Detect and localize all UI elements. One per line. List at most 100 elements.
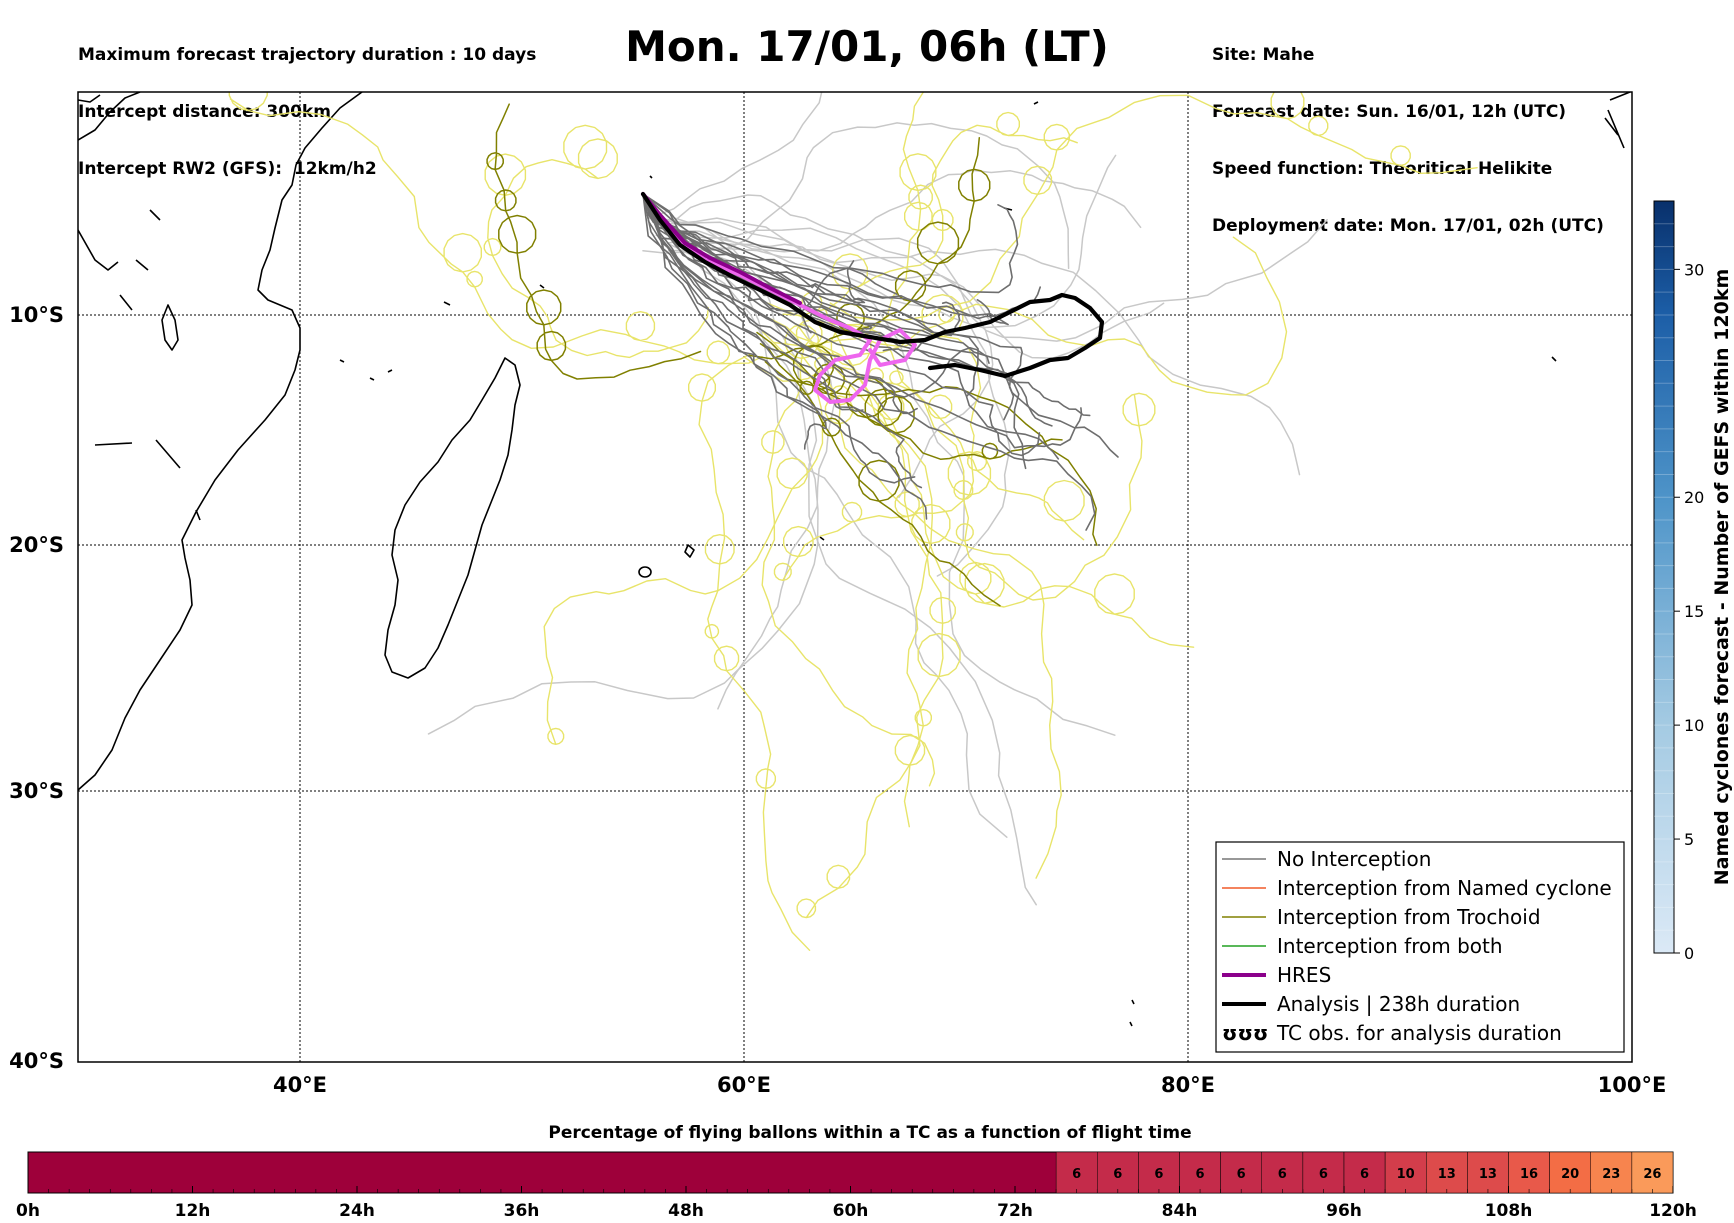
time-bar-label: 72h (997, 1201, 1033, 1221)
colorbar-tick-label: 15 (1684, 602, 1704, 621)
trajectories (228, 92, 1478, 951)
horn-of-africa-coast (78, 94, 119, 271)
comoros-islands (339, 359, 393, 381)
legend-label: Interception from both (1277, 934, 1503, 958)
time-bar-box (1220, 1151, 1262, 1194)
bottom-time-bar: Percentage of flying ballons within a TC… (16, 1123, 1697, 1221)
colorbar-right-label: Named cyclones forecast - Number of GEFS… (1711, 269, 1733, 886)
trajectory-yellow (782, 111, 1078, 317)
coastlines (78, 92, 1631, 1027)
time-bar-value: 26 (1643, 1167, 1661, 1182)
time-bar-box (1631, 1151, 1674, 1194)
colorbar-right-gradient (1653, 200, 1675, 954)
trajectory-yellow (688, 353, 811, 951)
time-bar-value: 10 (1397, 1167, 1415, 1182)
lon-labels: 40°E 60°E 80°E 100°E (273, 1073, 1666, 1097)
time-bar-label: 12h (175, 1201, 211, 1221)
time-bar-label: 96h (1326, 1201, 1362, 1221)
time-bar-label: 36h (504, 1201, 540, 1221)
time-bar-value: 13 (1438, 1167, 1456, 1182)
time-bar-value: 13 (1479, 1167, 1497, 1182)
trajectory-yellow (829, 92, 1478, 321)
trajectory-light (655, 234, 1008, 838)
time-bar-label: 108h (1485, 1201, 1533, 1221)
time-bar-label: 84h (1162, 1201, 1198, 1221)
header-right-line: Site: Mahe (1212, 45, 1315, 65)
colorbar-tick-label: 30 (1684, 260, 1704, 279)
trajectory-olive (748, 136, 991, 360)
trajectory-dark (642, 193, 866, 304)
trajectory-light (642, 250, 836, 710)
legend-label: Analysis | 238h duration (1277, 992, 1520, 1016)
time-bar-value: 6 (1072, 1167, 1081, 1182)
time-bar-value: 6 (1319, 1167, 1328, 1182)
header-left-line: Intercept RW2 (GFS): 12km/h2 (78, 159, 377, 179)
trajectory-dark (642, 193, 1019, 294)
trajectory-yellow (770, 318, 951, 828)
trajectory-dark (642, 193, 990, 398)
lon-label: 40°E (273, 1073, 327, 1097)
time-bar-box (1384, 1151, 1427, 1194)
trajectory-dark (642, 193, 1009, 326)
map-gridlines (78, 92, 1632, 1062)
colorbar-right: 0 5 10 15 20 30 Named cyclones forecast - Num… (1653, 200, 1733, 963)
trajectory-light (647, 92, 823, 220)
trajectory-yellow (796, 307, 961, 919)
colorbar-tick-label: 0 (1684, 944, 1694, 963)
lat-label: 20°S (9, 533, 64, 557)
trajectory-light (656, 194, 994, 499)
time-bar-box (1343, 1151, 1386, 1194)
time-bar-label: 60h (833, 1201, 869, 1221)
legend-label: TC obs. for analysis duration (1276, 1021, 1562, 1045)
colorbar-tick-label: 10 (1684, 716, 1704, 735)
small-islands (94, 92, 1631, 1027)
lake-outline (161, 304, 179, 351)
time-bar-label: 24h (339, 1201, 375, 1221)
header-info-right: Site: Mahe Forecast date: Sun. 16/01, 12… (1212, 8, 1604, 255)
lat-label: 10°S (9, 303, 64, 327)
lat-label: 40°S (9, 1049, 64, 1073)
time-bar-box (1549, 1151, 1591, 1194)
trajectory-dark (642, 193, 1096, 531)
time-bar-value: 6 (1113, 1167, 1122, 1182)
trajectory-yellow (543, 331, 824, 745)
legend-label: Interception from Trochoid (1277, 905, 1541, 929)
trajectory-dark (642, 193, 1023, 421)
madagascar-coast (384, 357, 521, 679)
trajectory-hres-pink (641, 192, 917, 404)
colorbar-tick-label: 5 (1684, 830, 1694, 849)
trajectory-light (667, 122, 1070, 270)
time-bar-value: 6 (1360, 1167, 1369, 1182)
legend: No Interception Interception from Named c… (1215, 841, 1625, 1053)
lake-outline (195, 509, 201, 521)
trajectory-yellow (808, 236, 1288, 396)
trajectory-yellow (800, 353, 1062, 879)
time-bar-box (1055, 1151, 1098, 1194)
trajectory-yellow (798, 326, 1195, 648)
trajectory-olive (756, 331, 1098, 546)
lon-label: 60°E (717, 1073, 771, 1097)
legend-label: HRES (1277, 963, 1331, 987)
header-right-line: Forecast date: Sun. 16/01, 12h (UTC) (1212, 102, 1567, 122)
bottom-bar-title: Percentage of flying ballons within a TC… (548, 1123, 1191, 1143)
header-left-line: Maximum forecast trajectory duration : 1… (78, 45, 537, 65)
trajectory-dark (642, 193, 916, 484)
legend-label: Interception from Named cyclone (1277, 876, 1612, 900)
time-bar-label: 120h (1649, 1201, 1697, 1221)
reunion-island (638, 566, 652, 578)
africa-coast (78, 92, 363, 791)
lon-label: 100°E (1598, 1073, 1667, 1097)
time-bar-label: 48h (668, 1201, 704, 1221)
lat-labels: 10°S 20°S 30°S 40°S (9, 303, 64, 1073)
lat-label: 30°S (9, 779, 64, 803)
trajectory-dark (642, 193, 928, 520)
time-bar-label: 0h (16, 1201, 40, 1221)
colorbar-tick-label: 20 (1684, 488, 1704, 507)
time-bar-value: 6 (1278, 1167, 1287, 1182)
legend-label: No Interception (1277, 847, 1431, 871)
trajectory-dark (642, 193, 1041, 457)
lon-label: 80°E (1161, 1073, 1215, 1097)
legend-symbol: ʊʊʊ (1222, 1021, 1268, 1045)
time-bar-value: 6 (1237, 1167, 1246, 1182)
